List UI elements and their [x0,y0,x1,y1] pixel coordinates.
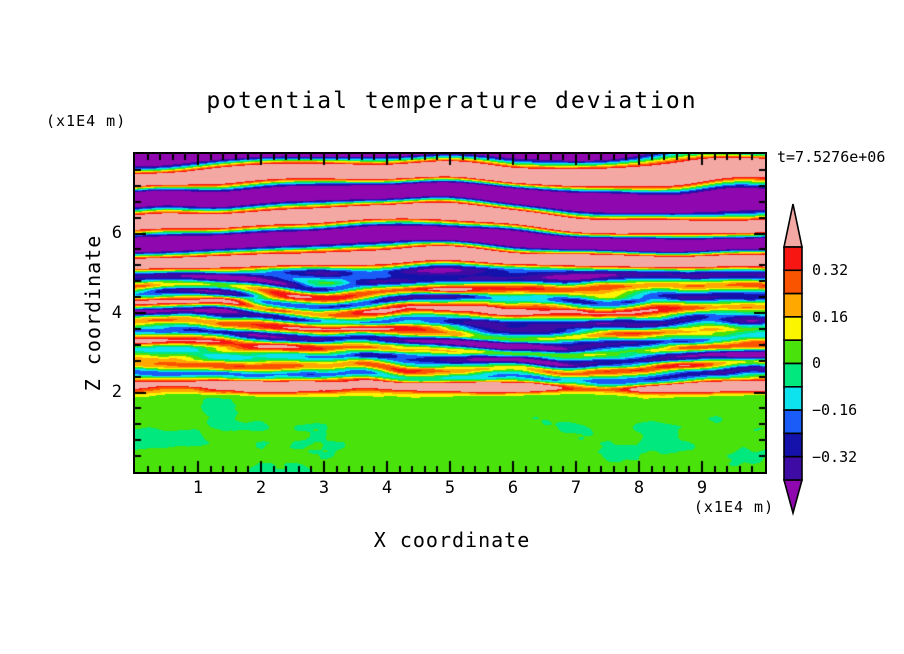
colorbar-tick-label: 0.32 [812,261,849,279]
colorbar-segment [783,432,803,458]
x-tick-label: 4 [381,478,393,498]
x-axis-title: X coordinate [373,528,531,552]
plot-frame [133,152,767,474]
colorbar-segment [783,386,803,411]
z-axis-units-label: (x1E4 m) [46,112,127,130]
x-tick-label: 6 [507,478,519,498]
x-axis-units-label: (x1E4 m) [693,498,775,516]
x-tick-label: 5 [444,478,456,498]
colorbar-arrow [782,479,804,517]
colorbar-segment [783,455,803,481]
z-tick-label: 2 [111,382,122,402]
colorbar-tick-label: 0 [812,354,822,372]
colorbar-tick-label: −0.32 [812,448,858,466]
colorbar-segment [783,246,803,272]
colorbar-segment [783,292,803,318]
plot-title: potential temperature deviation [206,88,698,114]
x-tick-label: 1 [192,478,204,498]
colorbar-arrow [783,203,803,248]
x-tick-label: 2 [255,478,267,498]
colorbar-segment [783,316,803,342]
x-tick-label: 7 [570,478,582,498]
contour-field-canvas [135,154,765,472]
colorbar-tick-label: −0.16 [812,401,858,419]
colorbar-tick-label: 0.16 [812,308,849,326]
x-tick-label: 8 [633,478,645,498]
colorbar [782,203,804,517]
z-tick-label: 4 [111,303,122,323]
colorbar-segment [783,362,803,388]
colorbar-segment [783,409,803,435]
colorbar-segment [783,339,803,365]
z-tick-label: 6 [111,223,122,243]
colorbar-segment [783,269,803,295]
x-tick-label: 3 [318,478,330,498]
x-tick-label: 9 [696,478,708,498]
time-annotation: t=7.5276e+06 [777,148,886,166]
